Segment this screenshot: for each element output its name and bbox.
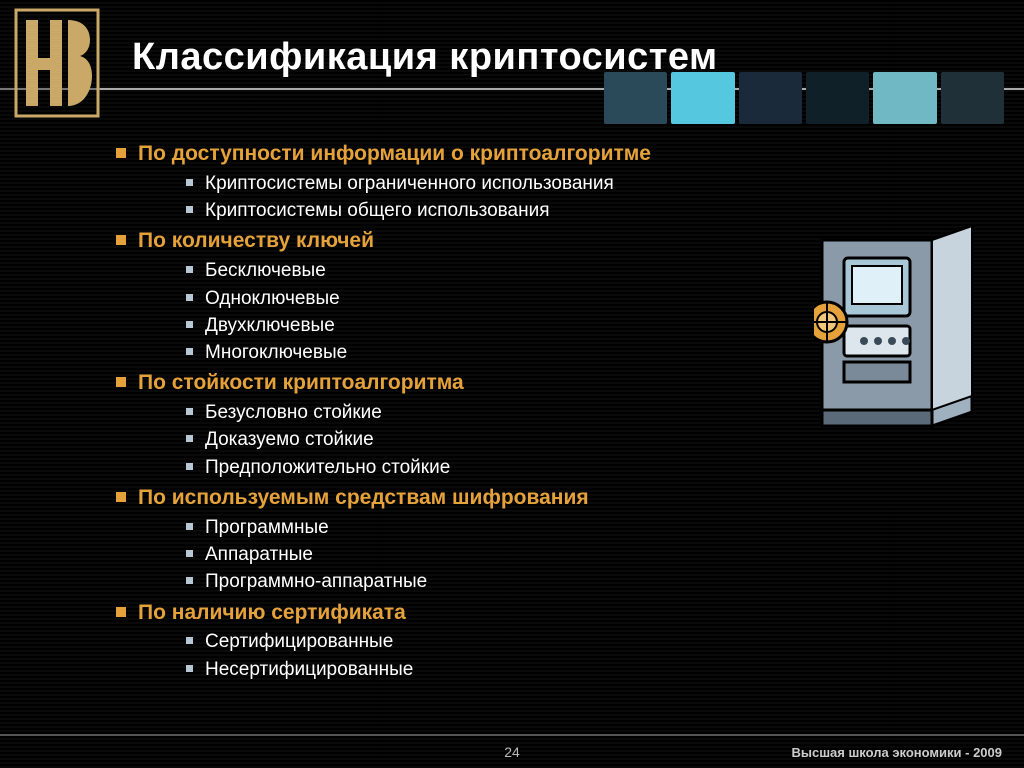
section-heading: По стойкости криптоалгоритма [138,369,464,398]
section-item: По используемым средствам шифрованияПрог… [116,484,876,596]
sub-item-text: Криптосистемы общего использования [205,198,550,224]
sub-bullet-icon [186,435,193,442]
globe-tile [604,72,667,124]
sub-item-text: Безусловно стойкие [205,400,382,426]
section-item: По наличию сертификатаСертифицированныеН… [116,599,876,683]
footer-text: Высшая школа экономики - 2009 [791,745,1002,760]
bullet-list: По доступности информации о криптоалгори… [116,140,876,683]
sub-bullet-icon [186,577,193,584]
sub-item-text: Программно-аппаратные [205,569,427,595]
sub-bullet-icon [186,294,193,301]
sub-item-text: Аппаратные [205,542,313,568]
list-item: Криптосистемы ограниченного использовани… [186,171,876,197]
list-item: Программно-аппаратные [186,569,876,595]
sub-bullet-icon [186,321,193,328]
sub-item-text: Двухключевые [205,313,335,339]
sub-bullet-icon [186,550,193,557]
sub-bullet-icon [186,665,193,672]
sub-bullet-icon [186,463,193,470]
bullet-icon [116,377,126,387]
globe-tile [873,72,936,124]
globe-tile [941,72,1004,124]
section-heading: По используемым средствам шифрования [138,484,589,513]
list-item: Одноключевые [186,286,876,312]
bullet-icon [116,148,126,158]
list-item: Сертифицированные [186,629,876,655]
section-item: По доступности информации о криптоалгори… [116,140,876,224]
sub-item-text: Бесключевые [205,258,326,284]
section-item: По стойкости криптоалгоритмаБезусловно с… [116,369,876,481]
list-item: Доказуемо стойкие [186,427,876,453]
sub-bullet-icon [186,266,193,273]
sub-item-text: Сертифицированные [205,629,393,655]
sub-item-text: Программные [205,515,329,541]
sub-list: Криптосистемы ограниченного использовани… [186,171,876,224]
safe-icon [814,222,984,432]
list-item: Предположительно стойкие [186,455,876,481]
sub-bullet-icon [186,637,193,644]
list-item: Программные [186,515,876,541]
sub-item-text: Предположительно стойкие [205,455,450,481]
sub-bullet-icon [186,408,193,415]
section-heading: По доступности информации о криптоалгори… [138,140,651,169]
sub-bullet-icon [186,348,193,355]
list-item: Бесключевые [186,258,876,284]
globe-tile [671,72,734,124]
list-item: Криптосистемы общего использования [186,198,876,224]
sub-item-text: Доказуемо стойкие [205,427,374,453]
sub-item-text: Одноключевые [205,286,340,312]
section-heading: По количеству ключей [138,227,374,256]
sub-item-text: Криптосистемы ограниченного использовани… [205,171,614,197]
section-item: По количеству ключейБесключевыеОдноключе… [116,227,876,366]
globe-band [604,72,1004,124]
globe-tile [739,72,802,124]
content-area: По доступности информации о криптоалгори… [116,140,876,686]
sub-bullet-icon [186,206,193,213]
sub-bullet-icon [186,523,193,530]
sub-item-text: Многоключевые [205,340,347,366]
list-item: Аппаратные [186,542,876,568]
sub-list: ПрограммныеАппаратныеПрограммно-аппаратн… [186,515,876,596]
globe-tile [806,72,869,124]
sub-list: Безусловно стойкиеДоказуемо стойкиеПредп… [186,400,876,481]
sub-list: БесключевыеОдноключевыеДвухключевыеМного… [186,258,876,366]
section-heading: По наличию сертификата [138,599,406,628]
sub-list: СертифицированныеНесертифицированные [186,629,876,682]
bullet-icon [116,492,126,502]
list-item: Несертифицированные [186,657,876,683]
list-item: Многоключевые [186,340,876,366]
list-item: Безусловно стойкие [186,400,876,426]
hse-logo [14,8,100,118]
sub-bullet-icon [186,179,193,186]
bullet-icon [116,607,126,617]
sub-item-text: Несертифицированные [205,657,413,683]
bullet-icon [116,235,126,245]
footer-line [0,734,1024,736]
list-item: Двухключевые [186,313,876,339]
